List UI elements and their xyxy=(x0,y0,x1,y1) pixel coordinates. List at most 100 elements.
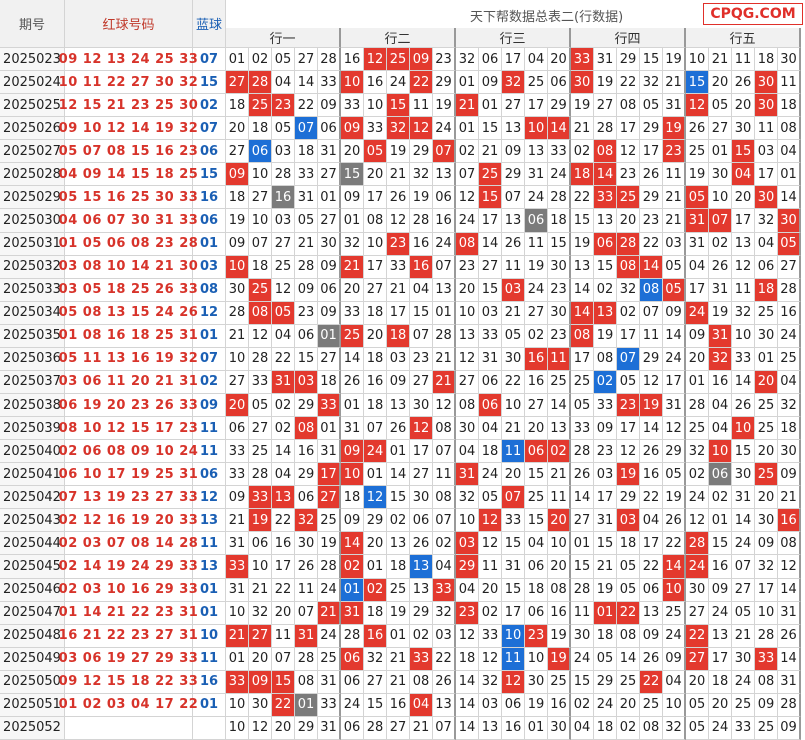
number-cell: 25 xyxy=(778,347,801,371)
number-cell: 29 xyxy=(433,71,456,95)
number-cell: 24 xyxy=(732,670,755,694)
number-cell: 31 xyxy=(686,232,709,256)
number-cell: 01 xyxy=(341,209,364,233)
number-cell: 26 xyxy=(732,394,755,418)
number-cell: 02 xyxy=(525,324,548,348)
number-cell: 23 xyxy=(663,140,686,164)
number-cell: 20 xyxy=(479,578,502,602)
number-cell: 18 xyxy=(364,601,387,625)
number-cell: 21 xyxy=(318,601,341,625)
issue: 2025036 xyxy=(0,347,65,371)
number-cell: 02 xyxy=(548,440,571,464)
number-cell: 24 xyxy=(663,347,686,371)
number-cell: 02 xyxy=(709,486,732,510)
number-cell: 33 xyxy=(479,324,502,348)
number-cell: 10 xyxy=(249,555,272,579)
number-cell: 06 xyxy=(594,232,617,256)
number-cell: 12 xyxy=(410,417,433,441)
number-cell: 09 xyxy=(778,716,801,740)
number-cell: 26 xyxy=(709,255,732,279)
number-cell: 28 xyxy=(548,186,571,210)
number-cell: 19 xyxy=(640,394,663,418)
number-cell: 10 xyxy=(686,48,709,72)
number-cell: 18 xyxy=(709,670,732,694)
number-cell: 15 xyxy=(479,117,502,141)
number-cell: 16 xyxy=(295,440,318,464)
number-cell: 31 xyxy=(318,140,341,164)
group-header: 行二 xyxy=(341,28,456,48)
number-cell: 19 xyxy=(318,532,341,556)
number-cell: 19 xyxy=(548,624,571,648)
number-cell: 12 xyxy=(364,486,387,510)
number-cell: 27 xyxy=(732,578,755,602)
number-cell: 05 xyxy=(686,186,709,210)
group-header: 行一 xyxy=(226,28,341,48)
number-cell: 31 xyxy=(778,670,801,694)
number-cell: 33 xyxy=(226,440,249,464)
number-cell: 33 xyxy=(502,509,525,533)
number-cell: 10 xyxy=(709,186,732,210)
number-cell: 09 xyxy=(341,186,364,210)
number-cell: 14 xyxy=(456,693,479,717)
number-cell: 26 xyxy=(732,71,755,95)
red-balls: 10 11 22 27 30 32 xyxy=(59,71,198,95)
number-cell: 07 xyxy=(502,186,525,210)
number-cell: 23 xyxy=(456,255,479,279)
number-cell: 03 xyxy=(272,140,295,164)
number-cell: 28 xyxy=(249,71,272,95)
number-cell: 21 xyxy=(663,186,686,210)
number-cell: 21 xyxy=(433,370,456,394)
blue-ball: 03 xyxy=(193,255,226,279)
number-cell: 01 xyxy=(364,555,387,579)
number-cell: 17 xyxy=(755,163,778,187)
header-cell: 期号 xyxy=(0,0,65,48)
number-cell: 16 xyxy=(502,716,525,740)
number-cell: 01 xyxy=(318,417,341,441)
number-cell: 12 xyxy=(617,140,640,164)
number-cell: 12 xyxy=(778,555,801,579)
number-cell: 20 xyxy=(272,601,295,625)
blue-ball: 02 xyxy=(193,370,226,394)
number-cell: 09 xyxy=(709,578,732,602)
number-cell: 05 xyxy=(617,578,640,602)
number-cell: 20 xyxy=(249,647,272,671)
blue-ball: 13 xyxy=(193,555,226,579)
number-cell: 11 xyxy=(295,578,318,602)
number-cell: 25 xyxy=(640,693,663,717)
number-cell: 20 xyxy=(709,71,732,95)
number-cell: 24 xyxy=(525,278,548,302)
number-cell: 18 xyxy=(571,163,594,187)
number-cell: 21 xyxy=(456,94,479,118)
number-cell: 26 xyxy=(341,370,364,394)
number-cell: 01 xyxy=(341,394,364,418)
number-cell: 20 xyxy=(548,509,571,533)
number-cell: 10 xyxy=(525,117,548,141)
number-cell: 04 xyxy=(640,509,663,533)
number-cell: 29 xyxy=(295,394,318,418)
blue-ball xyxy=(193,716,226,740)
number-cell: 16 xyxy=(778,509,801,533)
number-cell: 01 xyxy=(571,532,594,556)
number-cell: 12 xyxy=(479,532,502,556)
number-cell: 30 xyxy=(709,163,732,187)
number-cell: 20 xyxy=(709,693,732,717)
number-cell: 02 xyxy=(387,509,410,533)
number-cell: 12 xyxy=(249,716,272,740)
number-cell: 12 xyxy=(456,347,479,371)
number-cell: 17 xyxy=(410,440,433,464)
number-cell: 02 xyxy=(686,463,709,487)
number-cell: 05 xyxy=(249,394,272,418)
red-balls: 02 12 16 19 20 33 xyxy=(59,509,198,533)
number-cell: 17 xyxy=(479,209,502,233)
number-cell: 18 xyxy=(525,578,548,602)
number-cell: 18 xyxy=(479,440,502,464)
number-cell: 23 xyxy=(548,324,571,348)
number-cell: 31 xyxy=(709,324,732,348)
number-cell: 06 xyxy=(295,324,318,348)
number-cell: 09 xyxy=(686,324,709,348)
number-cell: 25 xyxy=(755,301,778,325)
number-cell: 17 xyxy=(594,486,617,510)
number-cell: 30 xyxy=(226,278,249,302)
number-cell: 20 xyxy=(364,163,387,187)
number-cell: 22 xyxy=(502,370,525,394)
